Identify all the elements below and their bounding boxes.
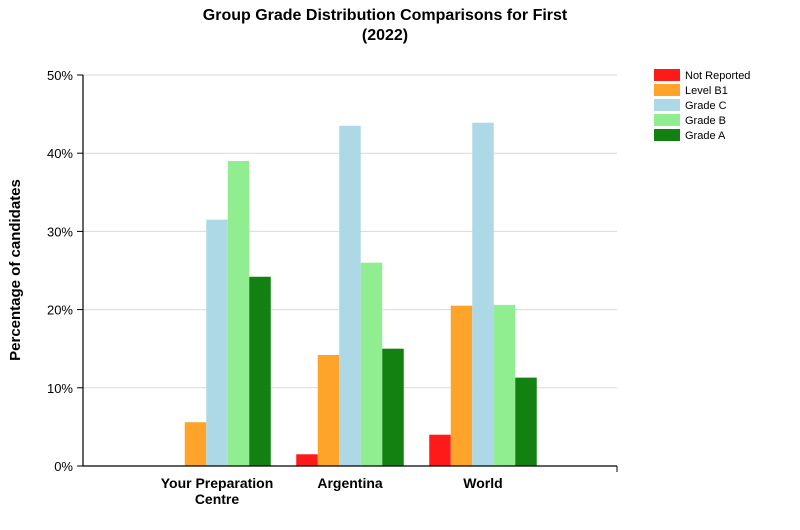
x-category-label: Argentina [317, 475, 383, 491]
bar [296, 454, 318, 466]
y-tick-label: 40% [47, 146, 73, 161]
bar [450, 305, 473, 466]
y-axis-label: Percentage of candidates [7, 179, 24, 361]
bar [227, 161, 250, 466]
legend-label: Not Reported [685, 70, 750, 82]
y-ticks: 0% 10% 20% 30% 40% 50% [47, 68, 83, 474]
y-tick-label: 20% [47, 303, 73, 318]
chart-title-line-1: Group Grade Distribution Comparisons for… [203, 7, 568, 24]
bar [472, 122, 494, 467]
legend-label: Level B1 [685, 85, 728, 97]
bar [206, 219, 228, 466]
legend-swatch [654, 69, 680, 81]
legend-label: Grade A [685, 130, 726, 142]
bar [339, 125, 361, 466]
axes [82, 75, 618, 472]
legend: Not Reported Level B1 Grade C Grade B Grade … [654, 69, 750, 142]
bar [184, 422, 207, 466]
bars [184, 122, 537, 467]
bar [429, 434, 451, 466]
bar [382, 348, 404, 466]
bar [515, 377, 537, 466]
legend-label: Grade C [685, 100, 727, 112]
x-category-label-line-2: Centre [195, 491, 240, 507]
bar [317, 354, 340, 466]
y-tick-label: 50% [47, 68, 73, 83]
bar [249, 276, 271, 466]
chart-title-line-2: (2022) [362, 27, 408, 44]
x-category-label: Your Preparation [161, 475, 274, 491]
legend-label: Grade B [685, 115, 726, 127]
chart-title: Group Grade Distribution Comparisons for… [203, 7, 568, 44]
y-tick-label: 0% [54, 459, 73, 474]
legend-swatch [654, 84, 680, 96]
y-tick-label: 10% [47, 381, 73, 396]
bar [360, 262, 383, 466]
legend-swatch [654, 114, 680, 126]
legend-swatch [654, 129, 680, 141]
legend-swatch [654, 99, 680, 111]
x-category-label: World [463, 475, 502, 491]
bar [493, 304, 516, 466]
y-tick-label: 30% [47, 224, 73, 239]
